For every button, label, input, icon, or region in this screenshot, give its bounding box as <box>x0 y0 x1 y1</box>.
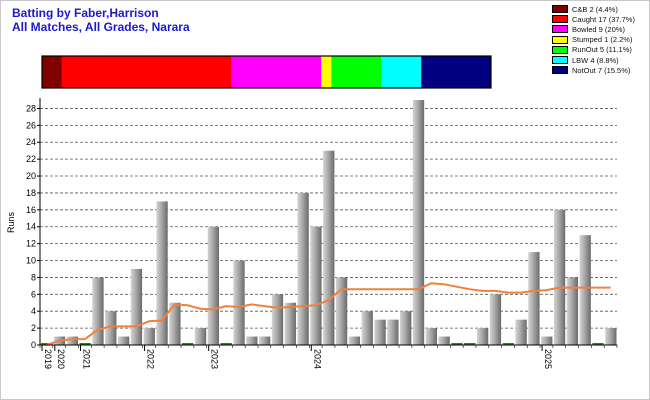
x-tick-label: 2025 <box>543 349 553 369</box>
run-bar <box>194 328 207 345</box>
legend-item: Bowled 9 (20%) <box>552 24 635 34</box>
legend-item: Stumped 1 (2.2%) <box>552 35 635 45</box>
run-bar <box>258 336 271 345</box>
legend-label: Stumped 1 (2.2%) <box>572 35 633 45</box>
dismissal-segment-lbw <box>381 56 422 88</box>
run-bar <box>528 252 540 345</box>
y-tick-label: 24 <box>26 137 36 147</box>
legend-label: NotOut 7 (15.5%) <box>572 65 631 75</box>
run-bar <box>374 319 386 345</box>
y-tick-label: 6 <box>31 289 36 299</box>
run-bar <box>323 150 335 345</box>
x-tick-label: 2019 <box>43 349 53 369</box>
x-tick-label: 2024 <box>312 349 322 369</box>
run-bar <box>92 277 104 345</box>
y-tick-label: 16 <box>26 205 36 215</box>
dismissal-segment-stumped <box>321 56 332 88</box>
legend-label: LBW 4 (8.8%) <box>572 55 619 65</box>
run-bar <box>476 328 489 345</box>
x-tick-label: 2023 <box>210 349 220 369</box>
y-tick-label: 12 <box>26 239 36 249</box>
legend-swatch <box>552 45 568 54</box>
legend-swatch <box>552 56 568 65</box>
run-bar <box>233 260 245 345</box>
y-tick-label: 4 <box>31 306 36 316</box>
legend-item: NotOut 7 (15.5%) <box>552 65 635 75</box>
y-tick-label: 8 <box>31 272 36 282</box>
legend-item: LBW 4 (8.8%) <box>552 55 635 65</box>
run-bar <box>297 192 309 345</box>
run-bar <box>207 226 220 345</box>
dismissal-segment-bowled <box>231 56 322 88</box>
run-bar <box>105 311 117 345</box>
run-bar <box>553 209 566 345</box>
y-tick-label: 10 <box>26 256 36 266</box>
run-bar <box>400 311 412 345</box>
x-tick-label: 2021 <box>81 349 91 369</box>
legend-item: RunOut 5 (11.1%) <box>552 45 635 55</box>
y-tick-label: 26 <box>26 120 36 130</box>
run-bar <box>284 302 296 345</box>
run-bar <box>579 235 591 345</box>
legend-label: Caught 17 (37.7%) <box>572 14 635 24</box>
average-line <box>46 282 611 346</box>
chart-subtitle: All Matches, All Grades, Narara <box>12 20 190 34</box>
run-bar <box>566 277 579 345</box>
legend-label: Bowled 9 (20%) <box>572 24 625 34</box>
run-bar <box>387 319 399 345</box>
dismissal-segment-notout <box>421 56 491 88</box>
legend-swatch <box>552 15 568 24</box>
run-bar <box>425 328 437 345</box>
run-bar <box>130 268 143 345</box>
run-bar <box>156 201 168 345</box>
y-tick-label: 28 <box>26 103 36 113</box>
legend: C&B 2 (4.4%) Caught 17 (37.7%) Bowled 9 (2… <box>552 4 635 75</box>
run-bar <box>66 336 78 345</box>
y-tick-label: 18 <box>26 188 36 198</box>
run-bar <box>489 294 502 345</box>
legend-swatch <box>552 5 568 14</box>
y-tick-label: 0 <box>31 340 36 350</box>
run-bar <box>541 336 553 345</box>
legend-item: C&B 2 (4.4%) <box>552 4 635 14</box>
legend-item: Caught 17 (37.7%) <box>552 14 635 24</box>
legend-swatch <box>552 25 568 34</box>
y-tick-label: 14 <box>26 222 36 232</box>
run-bar <box>605 328 617 345</box>
run-bar <box>143 328 155 345</box>
dismissal-segment-runout <box>331 56 382 88</box>
y-tick-label: 2 <box>31 323 36 333</box>
x-tick-label: 2022 <box>146 349 156 369</box>
dismissal-bar-border <box>41 55 492 89</box>
run-bar <box>310 226 322 345</box>
run-bar <box>169 302 181 345</box>
y-tick-label: 22 <box>26 154 36 164</box>
legend-label: RunOut 5 (11.1%) <box>572 45 632 55</box>
run-bar <box>117 336 130 345</box>
run-bar <box>412 100 425 345</box>
y-tick-label: 20 <box>26 171 36 181</box>
legend-swatch <box>552 35 568 44</box>
legend-label: C&B 2 (4.4%) <box>572 4 618 14</box>
run-bar <box>361 311 373 345</box>
legend-swatch <box>552 66 568 75</box>
run-bar <box>335 277 348 345</box>
dismissal-segment-caught <box>61 56 232 88</box>
y-axis-label: Runs <box>6 211 16 233</box>
dismissal-segment-c&b <box>42 56 62 88</box>
run-bar <box>246 336 258 345</box>
run-bar <box>515 319 527 345</box>
run-bar <box>348 336 361 345</box>
run-bar <box>438 336 450 345</box>
x-tick-label: 2020 <box>56 349 66 369</box>
chart-title: Batting by Faber,Harrison <box>12 6 159 20</box>
run-bar <box>271 294 284 345</box>
